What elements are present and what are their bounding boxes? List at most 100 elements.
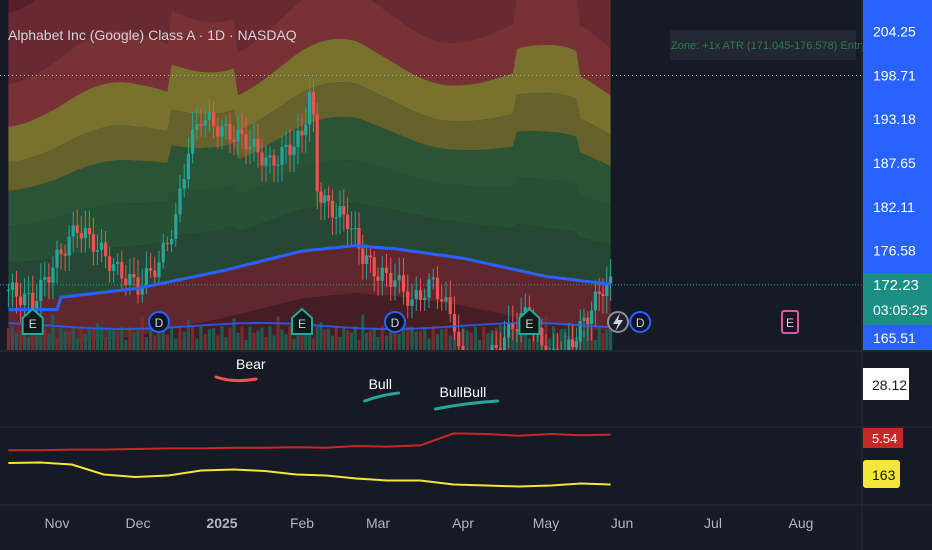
candle-body — [597, 291, 601, 294]
volume-bar — [116, 332, 120, 350]
candle-body — [244, 134, 248, 150]
volume-bar — [10, 326, 15, 350]
volume-bar — [548, 338, 552, 350]
candle-body — [571, 339, 575, 348]
volume-bar — [228, 327, 232, 350]
volume-bar — [120, 326, 124, 350]
candle-body — [207, 112, 211, 121]
volume-bar — [132, 332, 136, 350]
dividend-badge — [148, 311, 170, 333]
candle-body — [423, 297, 427, 301]
volume-bar — [469, 332, 473, 350]
volume-bar — [124, 339, 128, 350]
volume-bar — [256, 330, 260, 350]
volume-bar — [71, 326, 75, 350]
volume-bar — [199, 326, 203, 350]
candle-body — [153, 270, 157, 278]
candle-body — [83, 227, 87, 239]
candle-body — [319, 191, 323, 203]
volume-bar — [140, 315, 144, 350]
volume-bar — [284, 334, 288, 350]
volume-bar — [435, 334, 440, 350]
signal-marker-bull — [363, 391, 401, 403]
volume-bar — [31, 326, 35, 350]
candle-body — [165, 242, 169, 245]
candle-body — [144, 268, 148, 287]
candle-body — [203, 120, 207, 126]
volume-bar — [280, 329, 284, 350]
oscillator-yellow-value: 163 — [872, 467, 896, 483]
volume-axis-badge — [863, 368, 909, 400]
price-tick-label: 176.58 — [873, 242, 916, 258]
candle-body — [574, 341, 578, 348]
price-axis-ticks: 204.25 198.71 193.18 187.65 182.11 176.58 165.… — [873, 24, 916, 346]
volume-bar — [236, 332, 240, 350]
candle-body — [272, 155, 276, 166]
volume-bar — [397, 334, 401, 350]
candle-body — [494, 344, 498, 349]
volume-bar — [207, 329, 211, 350]
candle-body — [240, 129, 244, 135]
volume-bar — [300, 331, 304, 350]
candle-body — [393, 280, 397, 287]
time-axis[interactable]: Nov Dec 2025 Feb Mar Apr May Jun Jul Aug — [45, 515, 814, 531]
volume-bar — [365, 332, 369, 350]
dividend-badge-label: D — [155, 316, 164, 330]
time-tick-label: 2025 — [206, 515, 237, 531]
candle-body — [112, 264, 116, 271]
candle-body — [132, 274, 136, 278]
volume-bar — [87, 329, 91, 350]
candle-body — [397, 275, 401, 281]
candle-body — [365, 255, 369, 264]
candle-body — [182, 179, 186, 189]
candle-body — [63, 253, 67, 256]
candle-body — [288, 144, 292, 156]
volume-bar — [91, 328, 96, 350]
volume-bar — [264, 336, 268, 350]
candle-body — [268, 155, 272, 158]
candle-body — [342, 206, 346, 215]
price-tick-label: 193.18 — [873, 111, 916, 127]
signal-marker-bull — [434, 399, 499, 411]
volume-bar — [384, 335, 389, 350]
volume-bar — [252, 332, 256, 350]
candle-body — [418, 290, 423, 301]
candle-body — [120, 261, 124, 279]
volume-bar — [440, 329, 444, 350]
volume-bar — [165, 334, 169, 350]
candle-body — [232, 139, 236, 142]
last-price-value: 172.23 — [873, 277, 919, 294]
time-tick-label: Dec — [126, 515, 151, 531]
candle-body — [95, 249, 100, 252]
candle-body — [228, 123, 232, 140]
candle-body — [376, 276, 380, 281]
candle-body — [457, 331, 461, 347]
signal-label-bull: Bull — [369, 376, 392, 392]
volume-bar — [414, 331, 418, 350]
candle-body — [540, 327, 544, 346]
candle-body — [116, 261, 120, 265]
last-price-badge — [863, 272, 932, 325]
candle-body — [104, 242, 108, 257]
volume-bar — [401, 326, 406, 350]
candle-body — [79, 232, 83, 239]
volume-bar — [14, 332, 19, 350]
volume-bar — [380, 326, 384, 350]
candle-body — [99, 242, 104, 250]
candle-body — [502, 337, 507, 350]
candle-body — [51, 267, 55, 283]
volume-bar — [431, 326, 435, 350]
volume-bar — [59, 326, 63, 350]
candle-body — [401, 275, 406, 292]
candle-body — [414, 290, 418, 300]
volume-bar — [361, 314, 365, 350]
volume-bar — [582, 330, 586, 350]
volume-bar — [427, 338, 431, 350]
volume-bar — [601, 332, 605, 350]
candle-body — [431, 277, 435, 280]
volume-bar — [195, 338, 199, 350]
volume-bar — [170, 326, 174, 350]
candle-body — [582, 317, 586, 321]
volume-bar — [47, 334, 51, 350]
